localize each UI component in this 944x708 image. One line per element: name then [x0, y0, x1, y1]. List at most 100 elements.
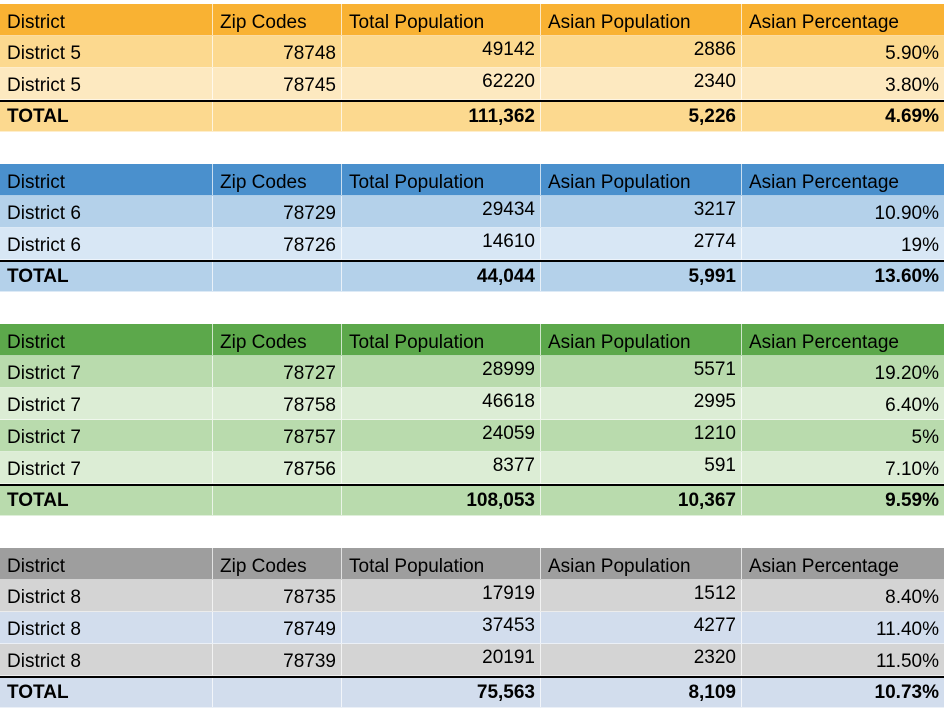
total-population-cell[interactable]: 24059 [342, 420, 541, 451]
header-asian-population[interactable]: Asian Population [541, 4, 742, 35]
table-row: District 6 78729 29434 3217 10.90% [0, 196, 944, 228]
asian-population-cell[interactable]: 591 [541, 452, 742, 483]
asian-percentage-cell[interactable]: 3.80% [885, 75, 939, 96]
district-cell[interactable]: District 7 [0, 388, 213, 419]
asian-percentage-cell[interactable]: 11.50% [875, 651, 939, 672]
total-population-sum-cell[interactable]: 44,044 [342, 262, 541, 291]
asian-percentage-cell[interactable]: 10.90% [874, 203, 939, 224]
asian-population-cell[interactable]: 1512 [541, 580, 742, 611]
header-asian-population[interactable]: Asian Population [541, 324, 742, 355]
total-label-cell[interactable]: TOTAL [0, 486, 213, 515]
total-population-cell[interactable]: 62220 [342, 68, 541, 99]
zip-cell[interactable]: 78749 [213, 612, 342, 643]
zip-cell[interactable]: 78758 [213, 388, 342, 419]
district-cell[interactable]: District 5 [0, 36, 213, 67]
total-population-sum-cell[interactable]: 108,053 [342, 486, 541, 515]
total-population-cell[interactable]: 20191 [342, 644, 541, 675]
zip-cell[interactable] [213, 486, 342, 515]
asian-population-cell[interactable]: 5571 [541, 356, 742, 387]
header-total-population[interactable]: Total Population [342, 164, 541, 195]
asian-population-cell[interactable]: 1210 [541, 420, 742, 451]
district-5-table: District Zip Codes Total Population Asia… [0, 4, 944, 132]
header-asian-percentage[interactable]: Asian Percentage [749, 556, 899, 577]
zip-cell[interactable]: 78745 [213, 68, 342, 99]
header-total-population[interactable]: Total Population [342, 4, 541, 35]
total-label-cell[interactable]: TOTAL [0, 102, 213, 131]
district-cell[interactable]: District 7 [0, 420, 213, 451]
header-district[interactable]: District [0, 324, 213, 355]
total-population-cell[interactable]: 28999 [342, 356, 541, 387]
zip-cell[interactable]: 78739 [213, 644, 342, 675]
district-cell[interactable]: District 5 [0, 68, 213, 99]
asian-population-sum-cell[interactable]: 10,367 [541, 486, 742, 515]
asian-percentage-total-cell[interactable]: 9.59% [885, 489, 939, 511]
header-total-population[interactable]: Total Population [342, 324, 541, 355]
asian-percentage-total-cell[interactable]: 10.73% [874, 681, 939, 703]
asian-percentage-total-cell[interactable]: 4.69% [885, 105, 939, 127]
district-cell[interactable]: District 6 [0, 228, 213, 259]
asian-percentage-cell[interactable]: 7.10% [885, 459, 939, 480]
zip-cell[interactable]: 78735 [213, 580, 342, 611]
header-asian-population[interactable]: Asian Population [541, 164, 742, 195]
district-cell[interactable]: District 7 [0, 452, 213, 483]
total-population-cell[interactable]: 17919 [342, 580, 541, 611]
header-total-population[interactable]: Total Population [342, 548, 541, 579]
total-population-sum-cell[interactable]: 111,362 [342, 102, 541, 131]
header-row: District Zip Codes Total Population Asia… [0, 4, 944, 36]
header-zip-codes[interactable]: Zip Codes [213, 164, 342, 195]
zip-cell[interactable]: 78729 [213, 196, 342, 227]
zip-cell[interactable] [213, 678, 342, 707]
asian-percentage-cell[interactable]: 19.20% [874, 363, 939, 384]
total-population-cell[interactable]: 14610 [342, 228, 541, 259]
asian-population-cell[interactable]: 2774 [541, 228, 742, 259]
total-population-cell[interactable]: 37453 [342, 612, 541, 643]
asian-population-cell[interactable]: 3217 [541, 196, 742, 227]
asian-percentage-cell[interactable]: 11.40% [875, 619, 939, 640]
asian-percentage-cell[interactable]: 8.40% [885, 587, 939, 608]
asian-population-cell[interactable]: 2886 [541, 36, 742, 67]
total-population-cell[interactable]: 49142 [342, 36, 541, 67]
asian-population-sum-cell[interactable]: 8,109 [541, 678, 742, 707]
zip-cell[interactable] [213, 262, 342, 291]
district-8-table: District Zip Codes Total Population Asia… [0, 548, 944, 708]
zip-cell[interactable]: 78727 [213, 356, 342, 387]
asian-percentage-cell[interactable]: 6.40% [885, 395, 939, 416]
header-district[interactable]: District [0, 164, 213, 195]
district-cell[interactable]: District 7 [0, 356, 213, 387]
asian-population-cell[interactable]: 2995 [541, 388, 742, 419]
total-population-cell[interactable]: 8377 [342, 452, 541, 483]
asian-population-cell[interactable]: 2320 [541, 644, 742, 675]
header-asian-percentage[interactable]: Asian Percentage [749, 172, 899, 193]
total-label-cell[interactable]: TOTAL [0, 262, 213, 291]
header-zip-codes[interactable]: Zip Codes [213, 4, 342, 35]
header-zip-codes[interactable]: Zip Codes [213, 548, 342, 579]
header-zip-codes[interactable]: Zip Codes [213, 324, 342, 355]
district-6-table: District Zip Codes Total Population Asia… [0, 164, 944, 292]
total-label-cell[interactable]: TOTAL [0, 678, 213, 707]
zip-cell[interactable] [213, 102, 342, 131]
asian-population-cell[interactable]: 4277 [541, 612, 742, 643]
asian-percentage-total-cell[interactable]: 13.60% [874, 265, 939, 287]
header-asian-population[interactable]: Asian Population [541, 548, 742, 579]
asian-percentage-cell[interactable]: 5.90% [885, 43, 939, 64]
zip-cell[interactable]: 78757 [213, 420, 342, 451]
district-cell[interactable]: District 8 [0, 612, 213, 643]
district-cell[interactable]: District 8 [0, 644, 213, 675]
header-district[interactable]: District [0, 4, 213, 35]
total-population-cell[interactable]: 29434 [342, 196, 541, 227]
asian-percentage-cell[interactable]: 19% [900, 235, 939, 256]
asian-percentage-cell[interactable]: 5% [911, 427, 939, 448]
total-population-cell[interactable]: 46618 [342, 388, 541, 419]
asian-population-cell[interactable]: 2340 [541, 68, 742, 99]
header-asian-percentage[interactable]: Asian Percentage [749, 12, 899, 33]
header-asian-percentage[interactable]: Asian Percentage [749, 332, 899, 353]
zip-cell[interactable]: 78756 [213, 452, 342, 483]
zip-cell[interactable]: 78726 [213, 228, 342, 259]
asian-population-sum-cell[interactable]: 5,991 [541, 262, 742, 291]
district-cell[interactable]: District 6 [0, 196, 213, 227]
header-district[interactable]: District [0, 548, 213, 579]
district-cell[interactable]: District 8 [0, 580, 213, 611]
zip-cell[interactable]: 78748 [213, 36, 342, 67]
total-population-sum-cell[interactable]: 75,563 [342, 678, 541, 707]
asian-population-sum-cell[interactable]: 5,226 [541, 102, 742, 131]
